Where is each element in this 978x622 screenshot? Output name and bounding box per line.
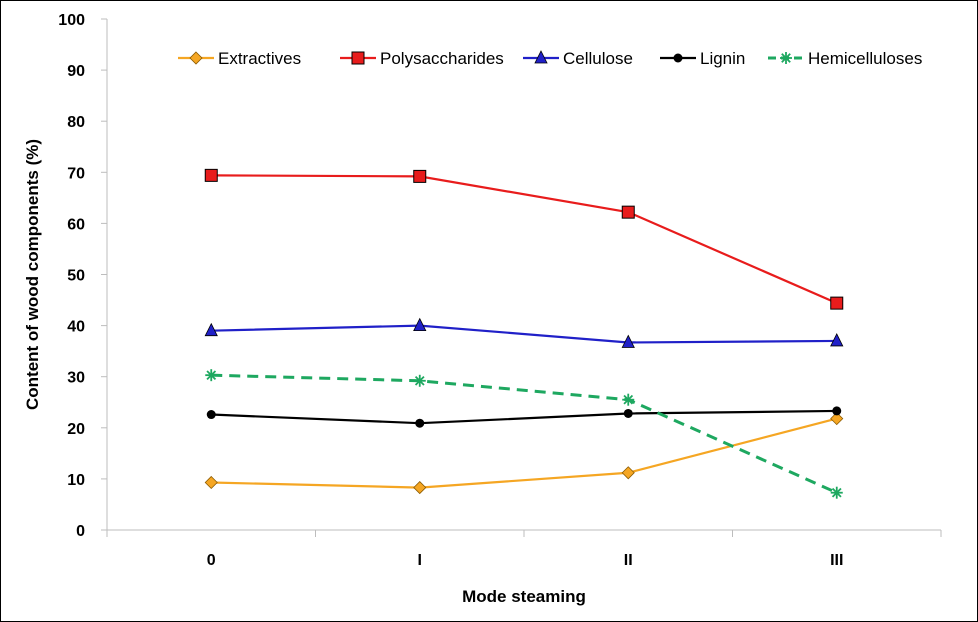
data-point xyxy=(830,296,844,310)
series-cellulose xyxy=(204,317,844,348)
y-axis-ticks: 0 10 20 30 40 50 60 70 80 90 100 xyxy=(58,12,107,540)
legend-item-lignin: Lignin xyxy=(660,49,745,68)
x-tick-label: I xyxy=(418,552,422,569)
legend-marker xyxy=(780,52,792,64)
y-tick-label: 80 xyxy=(67,114,85,131)
y-tick-label: 30 xyxy=(67,370,85,387)
legend-label: Lignin xyxy=(700,49,745,68)
series-line xyxy=(211,324,837,344)
data-point xyxy=(830,486,843,499)
legend-marker xyxy=(534,50,548,64)
x-tick-label: III xyxy=(830,552,843,569)
y-tick-label: 0 xyxy=(76,523,85,540)
axes xyxy=(106,19,941,531)
y-tick-label: 50 xyxy=(67,268,85,285)
data-point xyxy=(621,466,635,480)
data-point xyxy=(413,374,426,387)
y-tick-label: 10 xyxy=(67,472,85,489)
legend-item-extractives: Extractives xyxy=(178,49,301,68)
legend-label: Polysaccharides xyxy=(380,49,504,68)
series-line xyxy=(211,174,838,305)
data-point xyxy=(204,322,218,337)
data-point xyxy=(830,412,844,426)
y-tick-label: 100 xyxy=(58,12,85,29)
legend-marker xyxy=(189,51,203,65)
x-tick-label: II xyxy=(624,552,633,569)
series-hemicelluloses xyxy=(205,369,843,499)
legend-label: Hemicelluloses xyxy=(808,49,922,68)
data-point xyxy=(832,406,842,416)
legend-marker xyxy=(351,51,365,65)
y-tick-label: 70 xyxy=(67,165,85,182)
data-point xyxy=(413,169,427,183)
data-point xyxy=(622,393,635,406)
series-line xyxy=(211,373,838,495)
data-point xyxy=(830,333,844,347)
data-point xyxy=(206,410,216,420)
x-axis-title: Mode steaming xyxy=(462,587,586,606)
y-axis-title: Content of wood components (%) xyxy=(23,139,42,410)
legend: Extractives Polysaccharides Cellulose Ligni… xyxy=(178,49,922,68)
legend-item-hemicelluloses: Hemicelluloses xyxy=(768,49,922,68)
legend-label: Cellulose xyxy=(563,49,633,68)
y-tick-label: 90 xyxy=(67,63,85,80)
series-line xyxy=(211,409,837,425)
data-point xyxy=(623,408,633,418)
y-tick-label: 20 xyxy=(67,421,85,438)
data-point xyxy=(204,168,218,182)
data-point xyxy=(413,481,427,495)
legend-marker xyxy=(673,53,683,63)
data-point xyxy=(621,334,635,348)
legend-item-polysaccharides: Polysaccharides xyxy=(340,49,504,68)
data-point xyxy=(621,205,635,219)
x-axis-ticks: 0 I II III xyxy=(106,530,942,569)
legend-label: Extractives xyxy=(218,49,301,68)
legend-item-cellulose: Cellulose xyxy=(523,49,633,68)
y-tick-label: 60 xyxy=(67,216,85,233)
data-point xyxy=(205,369,218,382)
series-line xyxy=(211,417,838,489)
data-point xyxy=(413,317,427,332)
series-polysaccharides xyxy=(204,168,844,310)
series-lignin xyxy=(206,406,842,428)
series-layer xyxy=(204,168,844,499)
x-tick-label: 0 xyxy=(207,552,216,569)
data-point xyxy=(204,475,218,490)
y-tick-label: 40 xyxy=(67,319,85,336)
data-point xyxy=(415,418,425,428)
